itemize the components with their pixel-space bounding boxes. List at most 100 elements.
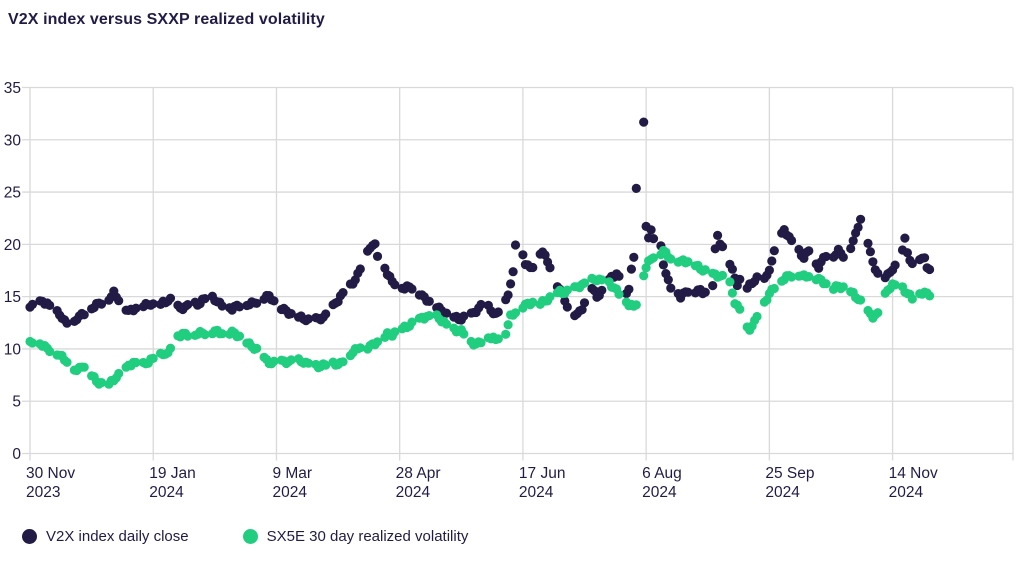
data-point-v2x — [493, 307, 503, 317]
x-tick-label-line2: 2024 — [272, 484, 307, 501]
data-point-v2x — [562, 302, 572, 312]
data-point-sx5e — [890, 280, 900, 290]
data-point-v2x — [321, 309, 331, 319]
x-tick-label-line2: 2024 — [642, 484, 677, 501]
y-tick-label: 20 — [4, 237, 22, 254]
data-point-v2x — [717, 242, 728, 252]
data-point-v2x — [148, 299, 158, 309]
data-point-v2x — [372, 251, 383, 261]
data-point-v2x — [787, 235, 797, 246]
data-point-v2x — [355, 264, 365, 274]
y-tick-label: 0 — [12, 446, 21, 463]
data-point-v2x — [735, 274, 745, 284]
data-point-v2x — [476, 299, 486, 310]
legend-label-v2x: V2X index daily close — [46, 528, 189, 545]
data-point-sx5e — [476, 338, 486, 348]
data-point-sx5e — [286, 355, 296, 365]
data-point-sx5e — [62, 357, 72, 367]
data-point-v2x — [579, 298, 590, 308]
data-point-v2x — [45, 300, 55, 310]
data-point-sx5e — [148, 353, 158, 363]
data-point-v2x — [441, 308, 452, 318]
data-point-v2x — [27, 299, 38, 309]
data-point-v2x — [614, 271, 624, 281]
data-point-v2x — [200, 294, 210, 304]
data-point-sx5e — [114, 368, 124, 379]
data-point-sx5e — [303, 358, 314, 368]
data-point-v2x — [503, 290, 513, 300]
data-point-v2x — [510, 240, 521, 250]
x-tick-label-line1: 19 Jan — [149, 465, 196, 482]
data-point-v2x — [183, 300, 193, 310]
x-tick-label-line1: 28 Apr — [396, 465, 441, 482]
data-point-sx5e — [321, 360, 331, 370]
x-tick-label-line1: 30 Nov — [26, 465, 75, 482]
data-point-v2x — [868, 257, 878, 267]
data-point-v2x — [683, 287, 693, 297]
data-point-v2x — [459, 311, 469, 321]
y-tick-label: 30 — [4, 132, 22, 149]
data-point-sx5e — [727, 288, 738, 298]
data-point-v2x — [597, 285, 607, 295]
legend-marker-sx5e-icon — [242, 529, 258, 544]
data-point-sx5e — [27, 338, 38, 348]
data-point-v2x — [234, 302, 245, 312]
data-point-v2x — [767, 256, 777, 266]
data-point-sx5e — [717, 270, 728, 280]
data-point-sx5e — [614, 289, 624, 299]
data-point-v2x — [727, 264, 738, 274]
data-point-sx5e — [666, 254, 676, 264]
legend-item-v2x: V2X index daily close — [22, 528, 189, 545]
data-point-v2x — [752, 272, 762, 282]
data-point-sx5e — [925, 291, 935, 301]
data-point-sx5e — [631, 300, 641, 310]
data-point-sx5e — [234, 331, 245, 341]
legend-label-sx5e: SX5E 30 day realized volatility — [266, 528, 469, 545]
data-point-v2x — [925, 264, 935, 275]
data-point-v2x — [863, 238, 873, 248]
data-point-v2x — [764, 265, 775, 275]
data-point-v2x — [631, 183, 641, 193]
data-point-v2x — [62, 318, 72, 328]
data-point-sx5e — [183, 331, 193, 341]
x-tick-label-line2: 2023 — [26, 484, 60, 501]
data-point-sx5e — [441, 319, 452, 329]
data-point-sx5e — [856, 295, 866, 305]
data-point-v2x — [390, 280, 400, 290]
x-tick-label-line2: 2024 — [149, 484, 184, 501]
data-point-v2x — [658, 260, 669, 270]
x-tick-label-line1: 9 Mar — [272, 465, 312, 482]
data-point-v2x — [900, 233, 910, 243]
data-point-sx5e — [501, 329, 511, 339]
data-point-sx5e — [338, 357, 348, 367]
data-point-v2x — [370, 239, 380, 249]
data-point-v2x — [303, 314, 314, 324]
data-point-v2x — [629, 252, 639, 262]
data-point-sx5e — [804, 272, 814, 282]
data-point-sx5e — [769, 283, 779, 294]
data-point-v2x — [902, 248, 913, 258]
data-point-sx5e — [545, 292, 555, 302]
data-point-sx5e — [641, 263, 651, 273]
data-point-v2x — [646, 225, 656, 235]
data-point-v2x — [853, 222, 863, 232]
data-point-v2x — [708, 281, 718, 291]
data-point-v2x — [508, 267, 518, 277]
data-point-v2x — [252, 298, 262, 308]
data-point-sx5e — [700, 265, 710, 275]
y-tick-label: 15 — [4, 289, 21, 306]
y-tick-label: 25 — [4, 185, 21, 202]
x-tick-label-line2: 2024 — [765, 484, 800, 501]
data-point-v2x — [624, 284, 634, 294]
data-point-sx5e — [648, 253, 659, 263]
data-point-v2x — [856, 214, 866, 224]
y-tick-label: 10 — [4, 341, 22, 358]
data-point-v2x — [838, 252, 848, 262]
data-point-sx5e — [735, 304, 745, 314]
data-point-sx5e — [838, 282, 848, 292]
data-point-v2x — [269, 296, 279, 306]
y-tick-label: 5 — [12, 394, 21, 411]
data-point-sx5e — [683, 257, 693, 267]
x-tick-label-line2: 2024 — [889, 484, 924, 501]
data-point-sx5e — [493, 334, 503, 344]
